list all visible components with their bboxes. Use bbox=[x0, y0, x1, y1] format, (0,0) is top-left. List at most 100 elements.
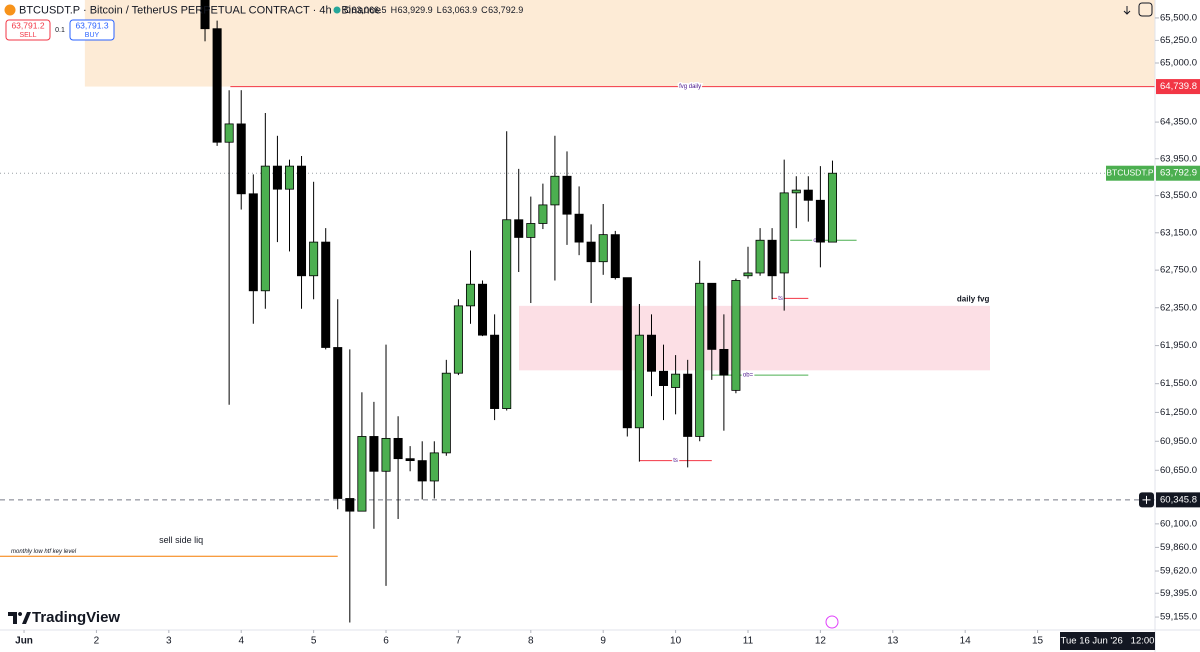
annotation-label: monthly low htf key level bbox=[11, 549, 77, 555]
y-tick-label: 65,500.0 bbox=[1160, 12, 1197, 23]
price-label-box bbox=[1156, 492, 1200, 508]
candle-body bbox=[478, 283, 488, 336]
candle-body bbox=[683, 373, 693, 437]
y-tick-label: 64,350.0 bbox=[1160, 117, 1197, 128]
y-tick-label: 61,250.0 bbox=[1160, 407, 1197, 418]
ohlc-legend: O 63,066.5 H 63,929.9 L 63,063.9 C 63,792.9 bbox=[344, 5, 523, 15]
candle-body bbox=[297, 165, 307, 277]
ohlc-key: L bbox=[437, 5, 442, 15]
sell-price[interactable]: 63,791.2 bbox=[11, 20, 44, 30]
annotation-text: daily fvg bbox=[957, 294, 990, 303]
candle-body bbox=[731, 280, 741, 391]
x-tick-label: 4 bbox=[238, 636, 244, 647]
buy-button[interactable]: 63,791.3 BUY bbox=[69, 19, 115, 41]
candle-body bbox=[562, 175, 572, 215]
price-label: 63,792.9 bbox=[1160, 168, 1197, 179]
candle-body bbox=[272, 165, 282, 190]
candle-body bbox=[333, 347, 343, 499]
symbol-label: BTCUSDT.P bbox=[1106, 167, 1154, 177]
symbol-title: BTCUSDT.P · Bitcoin / TetherUS PERPETUAL… bbox=[19, 4, 381, 16]
annotation-label: fvg daily bbox=[679, 84, 701, 90]
ohlc-key: C bbox=[481, 5, 488, 15]
annotation-label: ts bbox=[778, 296, 783, 302]
y-tick-label: 61,950.0 bbox=[1160, 340, 1197, 351]
y-tick-label: 60,950.0 bbox=[1160, 436, 1197, 447]
y-tick-label: 65,000.0 bbox=[1160, 58, 1197, 69]
ohlc-value: 63,066.5 bbox=[352, 5, 387, 15]
buy-price[interactable]: 63,791.3 bbox=[75, 20, 108, 30]
sell-box[interactable] bbox=[5, 19, 51, 41]
y-tick-label: 63,950.0 bbox=[1160, 153, 1197, 164]
symbol-label-box bbox=[1106, 165, 1154, 181]
candle-body bbox=[514, 219, 524, 238]
sell-button[interactable]: 63,791.2 SELL bbox=[5, 19, 51, 41]
zone bbox=[84, 0, 1155, 87]
candle-body bbox=[755, 239, 765, 274]
y-tick-label: 59,620.0 bbox=[1160, 566, 1197, 577]
x-tick-label: 11 bbox=[743, 636, 754, 647]
settings-icon[interactable] bbox=[1138, 2, 1153, 17]
candle-body bbox=[417, 460, 427, 482]
candle-body bbox=[538, 204, 548, 224]
ohlc-key: H bbox=[391, 5, 398, 15]
candle-body bbox=[357, 436, 367, 512]
x-tick-label: Jun bbox=[15, 636, 33, 647]
event-icon[interactable] bbox=[825, 615, 839, 629]
candle-body bbox=[827, 172, 837, 243]
candle-body bbox=[526, 223, 536, 238]
brand-logo bbox=[8, 612, 31, 624]
annotation-text: sell side liq bbox=[159, 535, 203, 545]
quantity: 0.1 bbox=[55, 27, 65, 34]
candle-body bbox=[309, 241, 319, 277]
candle-body bbox=[369, 436, 379, 472]
x-tick-label: 7 bbox=[456, 636, 462, 647]
candle-body bbox=[634, 334, 644, 429]
price-label-box bbox=[1156, 79, 1200, 95]
x-tick-label: 10 bbox=[670, 636, 682, 647]
candle-body bbox=[550, 175, 560, 206]
y-tick-label: 63,550.0 bbox=[1160, 190, 1197, 201]
y-tick-label: 59,155.0 bbox=[1160, 612, 1197, 623]
x-tick-label: 6 bbox=[383, 636, 389, 647]
sell-label[interactable]: SELL bbox=[19, 32, 36, 39]
price-label: 64,739.8 bbox=[1160, 81, 1197, 92]
candle-body bbox=[284, 165, 295, 190]
x-tick-label: 5 bbox=[311, 636, 317, 647]
x-tick-label: 13 bbox=[887, 636, 899, 647]
axes: 65,500.0 65,250.0 65,000.0 64,350.0 63,950.0… bbox=[15, 12, 1200, 650]
candle-body bbox=[707, 282, 717, 350]
candle-body bbox=[381, 437, 391, 472]
candle-body bbox=[622, 277, 632, 429]
candle-body bbox=[236, 123, 246, 195]
candle-body bbox=[671, 373, 681, 388]
candle-body bbox=[719, 348, 729, 376]
y-tick-label: 59,395.0 bbox=[1160, 588, 1197, 599]
status-dot bbox=[333, 6, 341, 14]
candle-body bbox=[779, 192, 789, 274]
ohlc-key: O bbox=[344, 5, 351, 15]
candle-body bbox=[815, 199, 825, 243]
time-axis bbox=[0, 630, 1155, 652]
candle-body bbox=[224, 123, 234, 143]
candle-body bbox=[405, 458, 415, 462]
x-tick-label: 8 bbox=[528, 636, 534, 647]
candle-body bbox=[321, 241, 331, 348]
candle-body bbox=[610, 234, 620, 279]
x-tick-label: 15 bbox=[1032, 636, 1044, 647]
y-tick-label: 63,150.0 bbox=[1160, 227, 1197, 238]
x-tick-label: 9 bbox=[600, 636, 606, 647]
candle-body bbox=[345, 498, 355, 512]
candle-body bbox=[248, 193, 258, 292]
candle-body bbox=[453, 305, 463, 374]
brand-name: TradingView bbox=[32, 609, 120, 626]
buy-label[interactable]: BUY bbox=[85, 32, 100, 39]
y-tick-label: 60,650.0 bbox=[1160, 465, 1197, 476]
buy-box[interactable] bbox=[69, 19, 115, 41]
ohlc-value: 63,063.9 bbox=[442, 5, 477, 15]
x-tick-label: 14 bbox=[960, 636, 972, 647]
y-tick-label: 60,100.0 bbox=[1160, 518, 1197, 529]
y-tick-label: 61,550.0 bbox=[1160, 378, 1197, 389]
collapse-icon[interactable] bbox=[1123, 6, 1131, 15]
candle-body bbox=[441, 372, 451, 454]
candle-body bbox=[803, 189, 813, 201]
